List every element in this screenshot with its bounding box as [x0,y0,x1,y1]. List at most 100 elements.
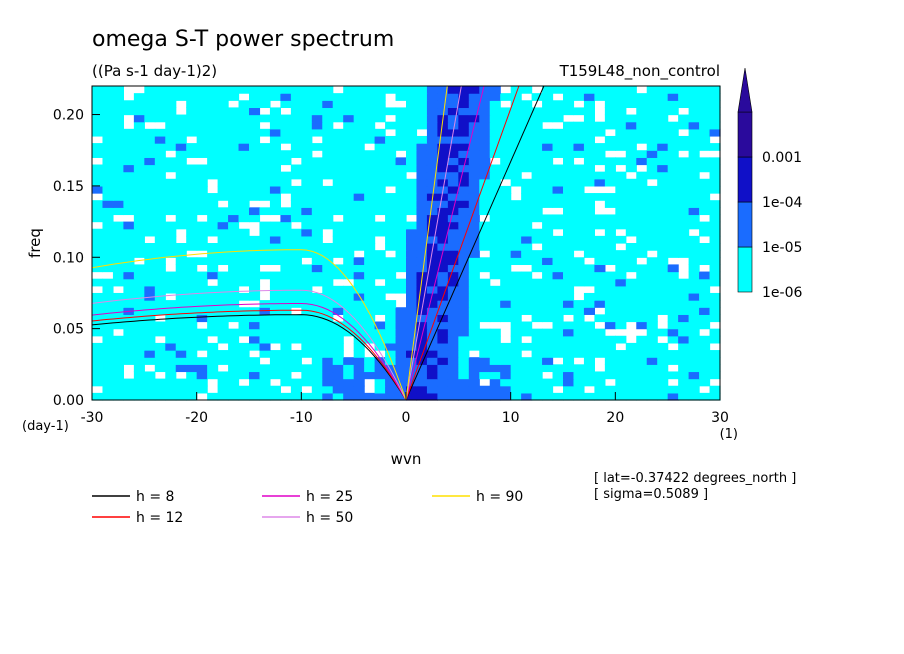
power-cell [542,392,554,401]
power-cell [489,307,501,315]
power-cell [552,285,564,294]
power-cell [332,157,344,166]
power-cell [353,307,365,315]
power-cell [395,171,407,180]
power-cell [92,178,104,187]
power-cell [269,128,281,137]
power-cell [353,121,365,130]
power-cell [311,214,323,223]
power-cell [123,300,135,308]
power-cell [678,300,690,308]
power-cell [249,121,261,130]
power-cell [646,157,658,166]
power-cell [385,193,397,201]
power-cell [249,214,261,223]
power-cell [353,200,365,208]
power-cell [353,193,365,201]
power-cell [144,207,156,216]
power-cell [489,385,501,394]
power-cell [709,171,721,180]
power-cell [468,164,480,173]
power-cell [447,171,459,180]
power-cell [688,235,700,244]
power-cell [667,292,679,301]
power-cell [238,100,250,109]
power-cell [437,257,449,266]
power-cell [510,107,522,116]
power-cell [123,378,135,387]
power-cell [175,178,187,187]
power-cell [154,257,166,266]
power-cell [332,200,344,208]
power-cell [646,300,658,308]
power-cell [228,378,240,387]
power-cell [301,121,313,130]
power-cell [238,193,250,201]
power-cell [583,357,595,365]
power-cell [123,278,135,287]
power-cell [552,342,564,351]
power-cell [542,114,554,123]
power-cell [112,335,124,344]
power-cell [531,207,543,216]
power-cell [625,357,637,365]
power-cell [688,371,700,380]
power-cell [165,378,177,387]
power-cell [112,364,124,373]
power-cell [636,114,648,123]
power-cell [395,121,407,130]
power-cell [563,278,575,287]
power-cell [447,243,459,251]
power-cell [374,114,386,123]
power-cell [699,271,711,280]
power-cell [186,200,198,208]
power-cell [269,235,281,244]
power-cell [92,392,104,401]
power-cell [416,350,428,358]
power-cell [228,200,240,208]
power-cell [332,143,344,151]
power-cell [280,357,292,365]
power-cell [186,150,198,158]
power-cell [573,350,585,358]
power-cell [112,107,124,116]
power-cell [102,335,114,344]
power-cell [144,278,156,287]
power-cell [500,342,512,351]
legend: h = 8h = 12h = 25h = 50h = 90 [92,489,523,526]
power-cell [165,164,177,173]
power-cell [249,86,261,94]
power-cell [290,314,302,323]
power-cell [678,200,690,208]
power-cell [343,321,355,330]
power-cell [437,392,449,401]
power-cell [416,86,428,94]
power-cell [133,292,145,301]
power-cell [447,178,459,187]
power-cell [406,221,418,230]
power-cell [657,143,669,151]
power-cell [154,164,166,173]
power-cell [406,314,418,323]
power-cell [395,214,407,223]
power-cell [322,164,334,173]
x-tick-label: 10 [502,410,520,426]
power-cell [395,257,407,266]
power-cell [615,114,627,123]
power-cell [500,314,512,323]
power-cell [301,107,313,116]
power-cell [102,185,114,194]
power-cell [636,178,648,187]
power-cell [353,292,365,301]
power-cell [207,342,219,351]
power-cell [667,93,679,101]
power-cell [406,271,418,280]
power-cell [678,221,690,230]
power-cell [625,178,637,187]
power-cell [165,143,177,151]
power-cell [207,257,219,266]
power-cell [353,157,365,166]
power-cell [468,364,480,373]
power-cell [385,285,397,294]
